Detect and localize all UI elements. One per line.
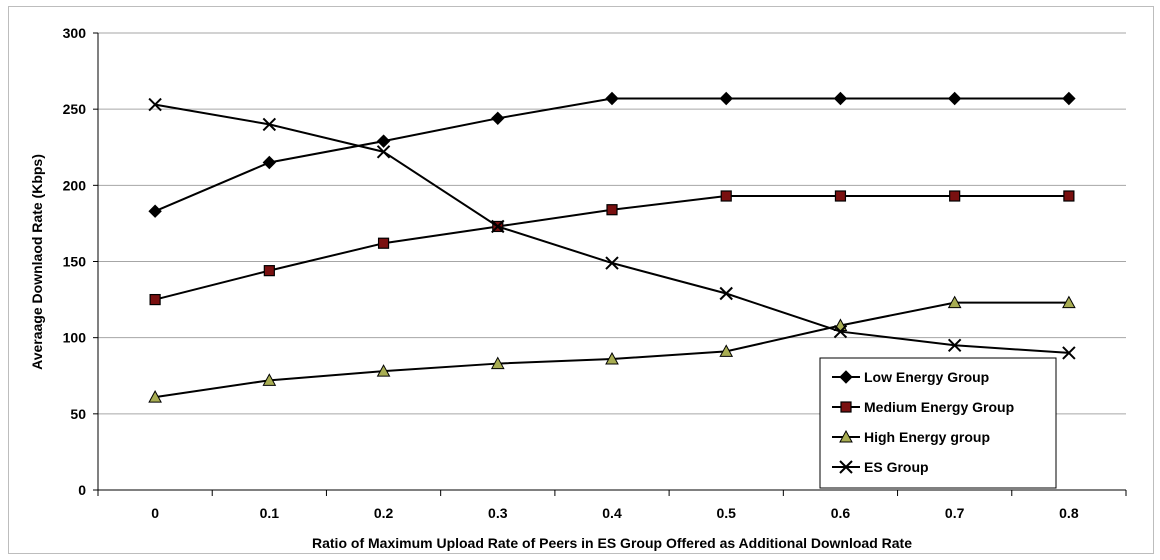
series-layer [148,91,1076,403]
data-point [376,364,391,377]
x-tick-label: 0.4 [602,505,622,521]
data-point [490,356,505,370]
x-tick-label: 0.2 [374,505,394,521]
x-tick-label: 0.6 [831,505,851,521]
y-tick-label: 200 [63,177,87,193]
data-point [720,190,732,202]
series-line [154,97,1069,213]
legend-item: High Energy group [832,429,990,445]
data-point [149,293,161,306]
data-point [1062,346,1076,360]
y-tick-label: 150 [63,254,87,270]
data-point [148,390,162,403]
x-tick-label: 0.3 [488,505,508,521]
legend-item: Low Energy Group [832,369,989,385]
data-point [376,145,391,159]
y-axis-title: Averaage Downlaod Rate (Kbps) [29,154,45,370]
data-point [719,344,734,357]
y-tick-label: 50 [70,406,86,422]
data-point [833,324,848,339]
legend-marker [839,429,853,443]
series-line [154,103,1069,354]
data-point [1062,91,1076,106]
data-point [949,190,961,202]
legend-marker [840,401,852,413]
series-1 [148,91,1076,218]
data-point [947,91,962,106]
data-point [376,134,391,148]
x-axis-ticks: 0 0.1 0.2 0.3 0.4 0.5 0.6 0.7 0.8 [97,490,1127,521]
legend: Low Energy Group Medium Energy Group High … [819,357,1057,489]
data-point [262,117,277,132]
data-point [263,265,275,277]
data-point [262,373,277,386]
data-point [605,256,619,270]
data-point [262,155,277,170]
x-tick-label: 0.5 [716,505,736,521]
data-point [491,111,505,126]
legend-marker [839,370,853,384]
data-point [148,97,162,112]
data-point [833,91,848,106]
legend-item: ES Group [832,459,929,475]
legend-label: Medium Energy Group [864,399,1014,415]
y-tick-label: 250 [63,101,87,117]
x-tick-label: 0.1 [260,505,280,521]
data-point [148,204,162,218]
legend-label: ES Group [864,459,929,475]
series-2 [149,190,1075,306]
y-axis-ticks: 0 50 100 150 200 250 300 [63,25,98,498]
data-point [1063,190,1075,202]
legend-item: Medium Energy Group [832,399,1014,415]
data-point [719,286,733,301]
data-point [605,91,619,106]
y-tick-label: 0 [78,482,86,498]
x-tick-label: 0.8 [1059,505,1079,521]
data-point [719,91,733,106]
data-point [1062,295,1076,309]
data-point [834,190,847,202]
data-point [606,204,618,216]
legend-label: Low Energy Group [864,369,989,385]
data-point [491,219,505,234]
data-point [377,237,390,249]
legend-label: High Energy group [864,429,990,445]
x-tick-label: 0.7 [945,505,965,521]
series-4 [148,97,1076,360]
y-tick-label: 100 [63,330,87,346]
legend-marker [839,460,853,474]
x-tick-label: 0 [151,505,159,521]
data-point [947,295,962,309]
y-tick-label: 300 [63,25,87,41]
series-3 [148,295,1076,403]
data-point [947,338,962,352]
x-axis-title: Ratio of Maximum Upload Rate of Peers in… [312,535,912,551]
data-point [605,351,619,365]
